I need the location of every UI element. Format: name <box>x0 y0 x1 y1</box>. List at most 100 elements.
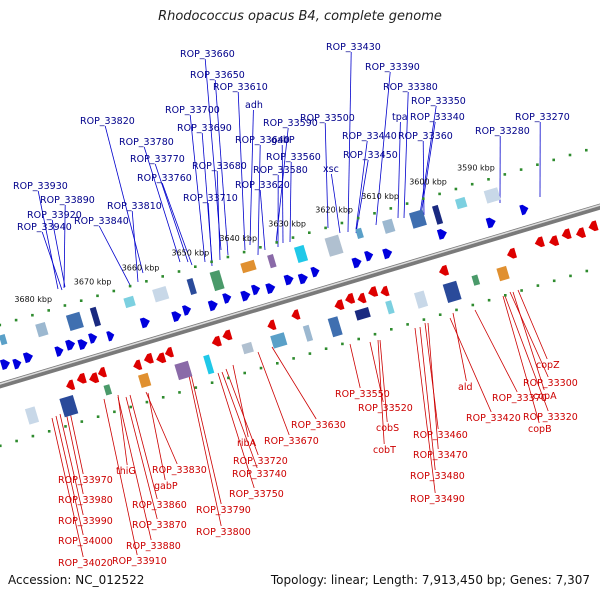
feature-block <box>414 290 429 309</box>
gene-reverse <box>156 352 167 364</box>
feature-tracks <box>0 187 510 425</box>
tick-dot <box>276 362 279 365</box>
gene-label-top: ROP_33610 <box>213 82 268 93</box>
gene-label-top: ROP_33690 <box>177 123 232 134</box>
tick-dot <box>259 366 263 370</box>
gene-label-top: ROP_33450 <box>343 150 398 161</box>
gene-forward <box>182 305 192 316</box>
gene-label-top: ROP_33780 <box>119 137 174 148</box>
top-leader-line <box>397 121 401 219</box>
backbone-highlight <box>0 204 600 385</box>
bottom-leader-line <box>217 372 255 489</box>
gene-label-top: ROP_33500 <box>300 113 355 124</box>
gene-label-top: ROP_33940 <box>17 222 72 233</box>
gene-reverse <box>534 236 545 248</box>
top-leader-line <box>259 189 266 251</box>
top-leader-line <box>422 140 425 216</box>
tick-dot <box>585 148 588 152</box>
tick-dot <box>552 279 556 283</box>
bottom-leader-line <box>145 391 178 465</box>
top-leader-line <box>289 161 292 243</box>
gene-reverse <box>143 352 154 364</box>
top-leader-line <box>249 109 254 246</box>
gene-forward <box>222 293 232 304</box>
gene-label-bottom: copB <box>528 424 552 435</box>
tick-dot <box>568 153 572 157</box>
feature-block <box>324 234 344 257</box>
gene-label-bottom: ROP_33990 <box>58 516 113 527</box>
gene-label-top: ROP_33270 <box>515 112 570 123</box>
tick-dot <box>194 386 198 389</box>
gene-forward <box>65 339 76 351</box>
feature-block <box>432 204 444 225</box>
bottom-leader-line <box>504 295 549 412</box>
bottom-leader-line <box>125 396 158 520</box>
bottom-leader-line <box>474 309 518 393</box>
gene-forward <box>12 358 22 370</box>
gene-label-top: ROP_33810 <box>107 201 162 212</box>
gene-reverse <box>267 319 277 330</box>
feature-block <box>302 324 314 342</box>
label-leader-lines <box>37 51 549 558</box>
bottom-leader-line <box>59 413 84 516</box>
tick-label: 3620 kbp <box>315 206 353 215</box>
tick-dot <box>145 280 148 283</box>
bottom-leader-line <box>271 346 317 420</box>
tick-dot <box>406 323 409 326</box>
gene-label-bottom: ROP_34020 <box>58 558 113 569</box>
gene-label-top: ROP_33380 <box>383 82 438 93</box>
top-leader-line <box>189 114 206 263</box>
gene-label-top: ROP_33620 <box>235 180 290 191</box>
gene-label-bottom: ROP_33750 <box>229 489 284 500</box>
feature-block <box>355 227 364 239</box>
feature-block <box>209 270 225 292</box>
gene-label-bottom: cobS <box>376 423 399 434</box>
gene-reverse <box>380 285 390 297</box>
top-leader-line <box>51 219 66 288</box>
gene-forward <box>251 284 261 296</box>
tick-dot <box>324 347 328 350</box>
tick-dot <box>504 294 507 297</box>
gene-label-top: ROP_33710 <box>183 193 238 204</box>
backbone-line <box>0 203 600 389</box>
gene-forward <box>139 317 150 329</box>
feature-block <box>186 278 197 295</box>
gene-reverse <box>334 299 345 310</box>
tick-dot <box>487 298 491 302</box>
map-title: Rhodococcus opacus B4, complete genome <box>158 9 442 24</box>
feature-block <box>240 259 257 274</box>
top-leader-line <box>355 159 369 234</box>
bottom-leader-line <box>427 322 439 450</box>
top-leader-line <box>347 51 352 233</box>
gene-reverse <box>357 292 367 304</box>
bottom-leader-line <box>103 398 138 556</box>
bottom-leader-line <box>419 326 436 471</box>
gene-forward <box>106 331 115 342</box>
gene-label-top: ROP_33350 <box>411 96 466 107</box>
feature-block <box>294 244 309 263</box>
gene-forward <box>22 352 33 364</box>
bottom-leader-line <box>65 411 84 495</box>
gene-label-bottom: ROP_33870 <box>132 520 187 531</box>
tick-label: 3680 kbp <box>14 295 52 304</box>
top-leader-line <box>281 144 284 244</box>
tick-dot <box>455 308 458 312</box>
feature-block <box>24 406 40 425</box>
gene-reverse <box>588 220 599 232</box>
feature-block <box>270 332 288 349</box>
genome-backbone <box>0 203 600 389</box>
top-leader-line <box>143 146 181 263</box>
tick-dot <box>226 255 230 259</box>
gene-label-bottom: ROP_33670 <box>264 436 319 447</box>
gene-reverse <box>291 309 301 320</box>
gene-label-bottom: ROP_33980 <box>58 495 113 506</box>
tick-dot <box>210 381 214 384</box>
tick-dot <box>194 265 197 268</box>
gene-label-top: ROP_33840 <box>74 216 129 227</box>
tick-dot <box>389 207 393 210</box>
gene-label-top: ROP_33700 <box>165 105 220 116</box>
gene-label-bottom: ROP_33630 <box>291 420 346 431</box>
feature-block <box>103 384 113 396</box>
gene-forward <box>171 311 182 322</box>
gene-label-top: gabP <box>271 135 295 146</box>
